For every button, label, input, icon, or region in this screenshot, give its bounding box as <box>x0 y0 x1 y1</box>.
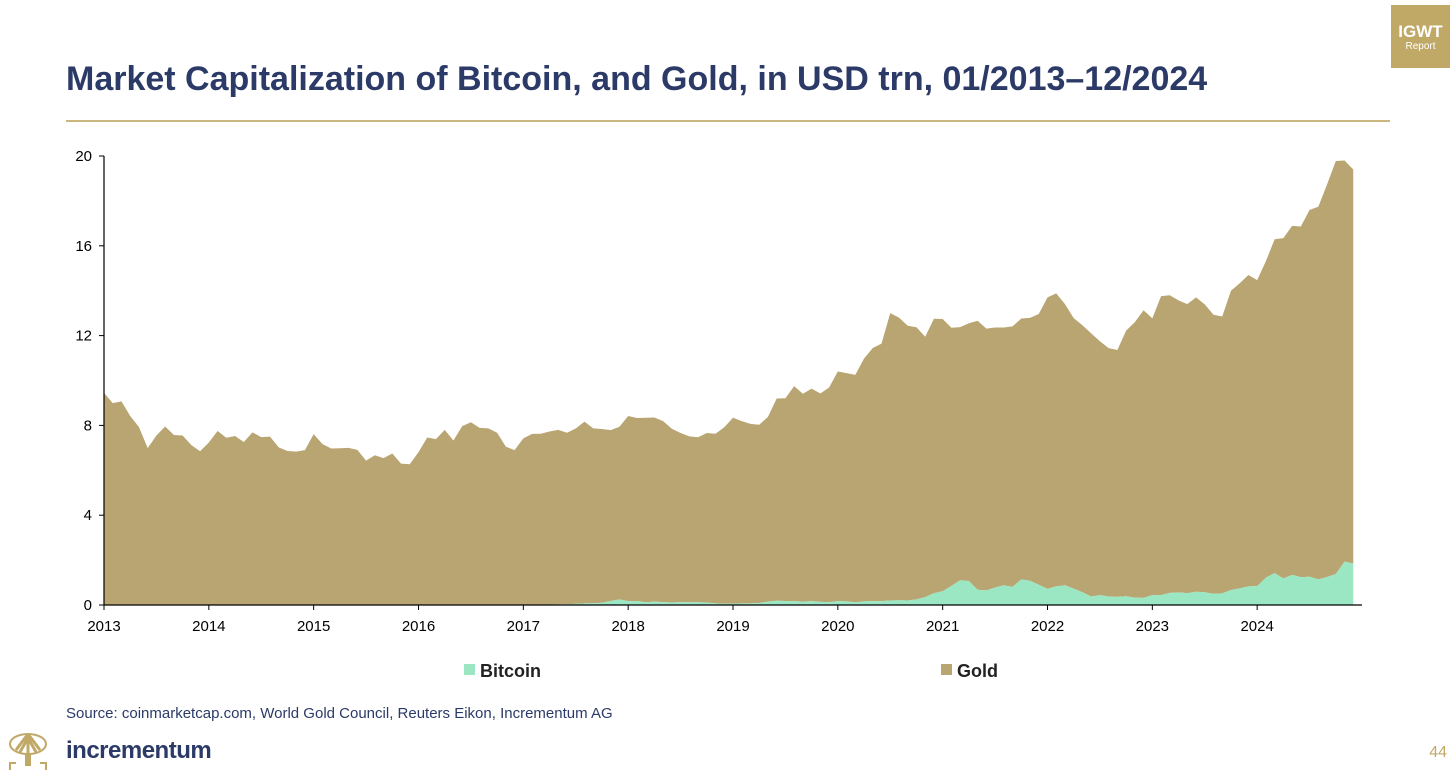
y-tick-label: 12 <box>75 328 92 345</box>
incrementum-tree-logo-icon <box>9 733 47 770</box>
x-tick-label: 2016 <box>402 618 435 635</box>
y-tick-label: 0 <box>84 597 92 614</box>
x-tick-label: 2019 <box>716 618 749 635</box>
chart-legend: Bitcoin Gold <box>464 661 998 681</box>
y-tick-label: 16 <box>75 238 92 255</box>
gold-area-layer <box>104 160 1354 606</box>
x-tick-label: 2021 <box>926 618 959 635</box>
bitcoin-area <box>104 561 1354 605</box>
source-note: Source: coinmarketcap.com, World Gold Co… <box>66 705 613 722</box>
y-tick-label: 4 <box>84 507 92 524</box>
y-tick-label: 20 <box>75 148 92 165</box>
x-tick-label: 2015 <box>297 618 330 635</box>
x-tick-label: 2013 <box>87 618 120 635</box>
brand-wordmark: incrementum <box>66 737 212 764</box>
x-tick-label: 2017 <box>507 618 540 635</box>
legend-swatch-bitcoin <box>464 664 475 675</box>
x-tick-label: 2022 <box>1031 618 1064 635</box>
y-tick-labels: 0 4 8 12 16 20 <box>75 148 104 614</box>
x-tick-label: 2014 <box>192 618 225 635</box>
x-tick-label: 2020 <box>821 618 854 635</box>
legend-swatch-gold <box>941 664 952 675</box>
page-number: 44 <box>1429 744 1447 761</box>
title-divider <box>66 120 1390 122</box>
page-title: Market Capitalization of Bitcoin, and Go… <box>66 60 1208 98</box>
badge-subtitle: Report <box>1405 41 1436 52</box>
igwt-report-badge: IGWT Report <box>1391 5 1450 68</box>
x-tick-label: 2018 <box>611 618 644 635</box>
bitcoin-area-layer <box>104 561 1354 605</box>
x-tick-label: 2023 <box>1136 618 1169 635</box>
x-tick-label: 2024 <box>1240 618 1273 635</box>
badge-title: IGWT <box>1398 22 1443 41</box>
y-tick-label: 8 <box>84 417 92 434</box>
gold-area <box>104 160 1354 606</box>
legend-label-gold: Gold <box>957 661 998 681</box>
legend-label-bitcoin: Bitcoin <box>480 661 541 681</box>
x-tick-labels: 2013 2014 2015 2016 2017 2018 2019 2020 2021 2022… <box>87 605 1274 635</box>
